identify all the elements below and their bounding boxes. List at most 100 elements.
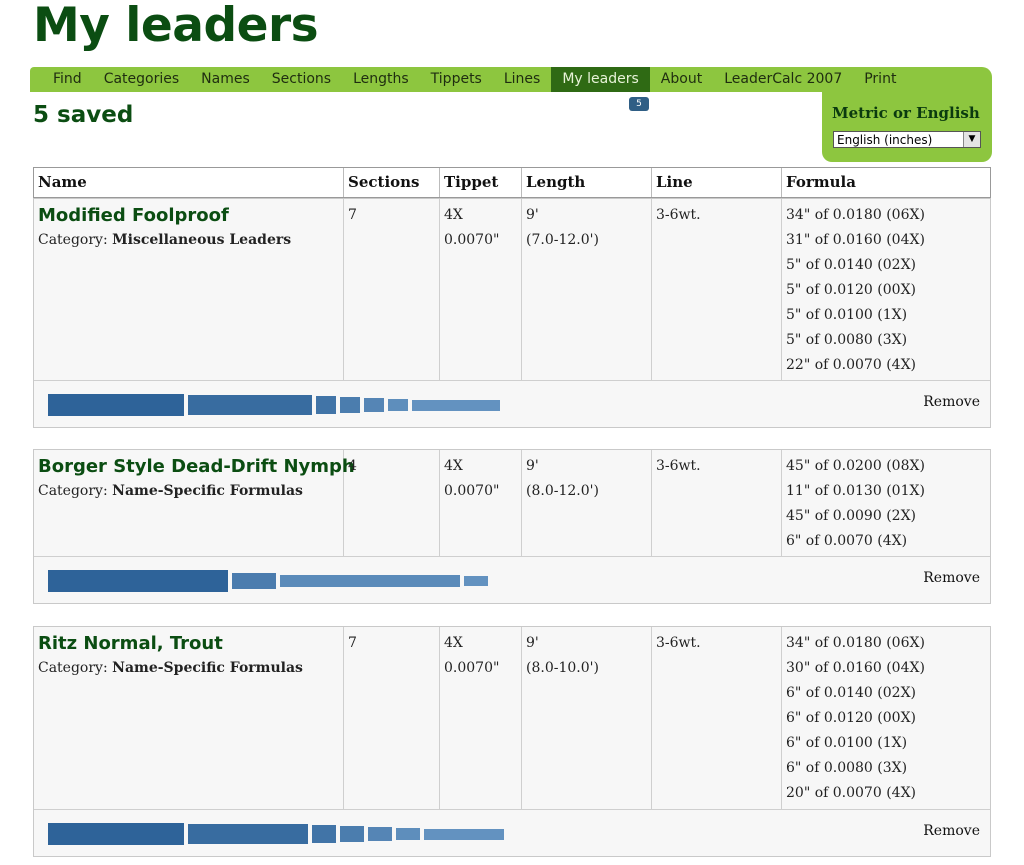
formula-line: 5" of 0.0100 (1X) [786, 307, 908, 323]
leader-category: Category: Name-Specific Formulas [38, 656, 343, 680]
leader-sections: 4 [344, 450, 440, 556]
leader-length: 9' (7.0-12.0') [522, 199, 652, 380]
length-value: 9' [526, 207, 539, 223]
leader-details-row: Ritz Normal, Trout Category: Name-Specifi… [34, 627, 990, 810]
leader-length: 9' (8.0-12.0') [522, 450, 652, 556]
formula-line: 5" of 0.0120 (00X) [786, 282, 916, 298]
saved-count: 5 saved [33, 102, 134, 128]
tippet-size: 4X [444, 635, 463, 651]
leader-tippet: 4X 0.0070" [440, 199, 522, 380]
leader-line: 3-6wt. [652, 199, 782, 380]
leader-card: Borger Style Dead-Drift Nymph Category: N… [33, 449, 991, 604]
dropdown-arrow-icon[interactable]: ▼ [963, 132, 980, 147]
leader-category: Category: Name-Specific Formulas [38, 479, 343, 503]
formula-line: 6" of 0.0100 (1X) [786, 735, 908, 751]
formula-line: 11" of 0.0130 (01X) [786, 483, 925, 499]
column-header-length: Length [522, 168, 652, 197]
formula-line: 45" of 0.0090 (2X) [786, 508, 916, 524]
taper-segment [340, 397, 360, 413]
taper-segment [188, 395, 312, 415]
remove-button[interactable]: Remove [923, 394, 980, 410]
nav-item-my-leaders[interactable]: My leaders [551, 67, 650, 92]
column-header-tippet: Tippet [440, 168, 522, 197]
leader-sections: 7 [344, 199, 440, 380]
category-value: Name-Specific Formulas [112, 483, 303, 499]
length-value: 9' [526, 458, 539, 474]
taper-segment [48, 570, 228, 592]
column-header-sections: Sections [344, 168, 440, 197]
leader-name-link[interactable]: Ritz Normal, Trout [38, 633, 223, 654]
category-value: Name-Specific Formulas [112, 660, 303, 676]
formula-line: 6" of 0.0140 (02X) [786, 685, 916, 701]
formula-line: 22" of 0.0070 (4X) [786, 357, 916, 373]
taper-segment [280, 574, 460, 588]
nav-item-categories[interactable]: Categories [103, 71, 180, 87]
length-range: (7.0-12.0') [526, 232, 599, 248]
taper-segment [188, 824, 308, 844]
units-selected-value: English (inches) [837, 133, 933, 147]
taper-segment [388, 399, 408, 411]
page-title: My leaders [33, 0, 319, 53]
taper-diagram: Remove [34, 381, 990, 427]
taper-diagram: Remove [34, 810, 990, 856]
tippet-size: 4X [444, 207, 463, 223]
category-value: Miscellaneous Leaders [112, 232, 292, 248]
leader-name-link[interactable]: Borger Style Dead-Drift Nymph [38, 456, 355, 477]
leader-card: Modified Foolproof Category: Miscellaneou… [33, 198, 991, 428]
category-prefix: Category: [38, 232, 108, 248]
leader-length: 9' (8.0-10.0') [522, 627, 652, 809]
formula-line: 6" of 0.0080 (3X) [786, 760, 908, 776]
length-range: (8.0-12.0') [526, 483, 599, 499]
column-header-line: Line [652, 168, 782, 197]
taper-segment [48, 394, 184, 416]
leader-name-cell: Ritz Normal, Trout Category: Name-Specifi… [34, 627, 344, 809]
taper-segment [340, 826, 364, 842]
table-header: Name Sections Tippet Length Line Formula [33, 167, 991, 198]
nav-item-names[interactable]: Names [201, 71, 250, 87]
remove-button[interactable]: Remove [923, 570, 980, 586]
formula-line: 45" of 0.0200 (08X) [786, 458, 925, 474]
leader-tippet: 4X 0.0070" [440, 627, 522, 809]
nav-items: Find Categories Names Sections Lengths Tippet… [42, 67, 907, 92]
taper-segment [412, 399, 500, 411]
nav-item-leadercalc-2007[interactable]: LeaderCalc 2007 [724, 71, 843, 87]
remove-button[interactable]: Remove [923, 823, 980, 839]
leader-line: 3-6wt. [652, 450, 782, 556]
nav-item-print[interactable]: Print [864, 71, 897, 87]
leader-name-cell: Borger Style Dead-Drift Nymph Category: N… [34, 450, 355, 556]
nav-item-about[interactable]: About [660, 71, 703, 87]
leader-sections: 7 [344, 627, 440, 809]
taper-segment [424, 828, 504, 840]
formula-line: 6" of 0.0070 (4X) [786, 533, 908, 549]
taper-segment [368, 827, 392, 841]
length-value: 9' [526, 635, 539, 651]
leader-details-row: Modified Foolproof Category: Miscellaneou… [34, 199, 990, 381]
leader-tippet: 4X 0.0070" [440, 450, 522, 556]
formula-line: 20" of 0.0070 (4X) [786, 785, 916, 801]
main-navbar: Find Categories Names Sections Lengths Tippet… [30, 67, 992, 92]
nav-item-lengths[interactable]: Lengths [353, 71, 409, 87]
nav-item-tippets[interactable]: Tippets [430, 71, 482, 87]
taper-segment [232, 573, 276, 589]
taper-segment [316, 396, 336, 414]
nav-item-lines[interactable]: Lines [503, 71, 541, 87]
column-header-formula: Formula [786, 173, 856, 191]
taper-diagram: Remove [34, 557, 990, 603]
units-panel: Metric or English English (inches) ▼ [822, 92, 992, 162]
taper-segment [312, 825, 336, 843]
nav-item-sections[interactable]: Sections [271, 71, 332, 87]
column-header-name: Name [34, 168, 344, 197]
leader-name-link[interactable]: Modified Foolproof [38, 205, 229, 226]
nav-item-find[interactable]: Find [53, 71, 82, 87]
tippet-diameter: 0.0070" [444, 232, 500, 248]
taper-segment [364, 398, 384, 412]
units-select[interactable]: English (inches) ▼ [833, 131, 981, 148]
leader-name-cell: Modified Foolproof Category: Miscellaneou… [34, 199, 344, 380]
leader-formula: 34" of 0.0180 (06X) 31" of 0.0160 (04X) 5"… [782, 199, 990, 380]
formula-line: 34" of 0.0180 (06X) [786, 635, 925, 651]
formula-line: 31" of 0.0160 (04X) [786, 232, 925, 248]
length-range: (8.0-10.0') [526, 660, 599, 676]
tippet-diameter: 0.0070" [444, 660, 500, 676]
formula-line: 5" of 0.0140 (02X) [786, 257, 916, 273]
formula-line: 6" of 0.0120 (00X) [786, 710, 916, 726]
